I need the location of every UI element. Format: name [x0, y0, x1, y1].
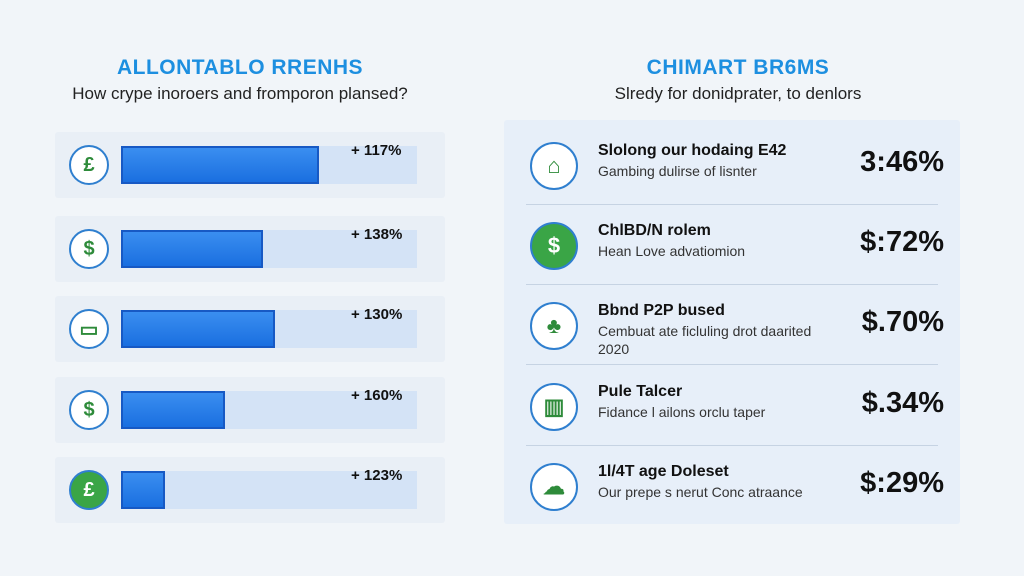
bar-row: £ + 123%: [55, 457, 445, 523]
divider: [526, 364, 938, 365]
bar: [121, 310, 275, 348]
money-stack-icon: £: [69, 145, 109, 185]
stat-title: Pule Talcer: [598, 383, 683, 400]
stat-value: $.34%: [861, 387, 944, 419]
stats-panel: ⌂ Slolong our hodaing E42 Gambing dulirse …: [504, 120, 960, 524]
bar-track: [121, 146, 417, 184]
bar-track: [121, 230, 417, 268]
bar-row: ▭ + 130%: [55, 296, 445, 362]
bar-value-label: + 160%: [351, 387, 403, 404]
growth-chart-icon: ▥: [530, 383, 578, 431]
stat-row: ⌂ Slolong our hodaing E42 Gambing dulirse …: [518, 132, 948, 202]
money-hand-icon: £: [69, 470, 109, 510]
stat-value: $:29%: [860, 467, 944, 499]
bar-value-label: + 138%: [351, 226, 403, 243]
bar-row: $ + 138%: [55, 216, 445, 282]
bar-row: £ + 117%: [55, 132, 445, 198]
bar: [121, 146, 319, 184]
bar-value-label: + 117%: [351, 142, 402, 159]
bar-track: [121, 391, 417, 429]
stat-description: Hean Love advatiomion: [598, 243, 746, 259]
divider: [526, 204, 938, 205]
left-panel-title: ALLONTABLO RRENHS: [116, 56, 364, 79]
bar: [121, 230, 263, 268]
plant-icon: ♣: [530, 302, 578, 350]
bar-row: $ + 160%: [55, 377, 445, 443]
stat-row: ♣ Bbnd P2P bused Cembuat ate ficluling dro…: [518, 292, 948, 362]
stat-title: 1l/4T age Doleset: [598, 463, 729, 480]
money-bag-icon: $: [530, 222, 578, 270]
cloud-coins-icon: ☁: [530, 463, 578, 511]
dollar-icon: $: [69, 229, 109, 269]
stat-title: Slolong our hodaing E42: [598, 142, 787, 159]
bar-track: [121, 471, 417, 509]
divider: [526, 445, 938, 446]
cash-note-icon: ▭: [69, 309, 109, 349]
stat-row: $ ChlBD/N rolem Hean Love advatiomion $:72%: [518, 212, 948, 282]
stat-title: Bbnd P2P bused: [598, 302, 725, 319]
bar-track: [121, 310, 417, 348]
divider: [526, 284, 938, 285]
stat-row: ▥ Pule Talcer Fidance l ailons orclu taper…: [518, 373, 948, 443]
bank-icon: ⌂: [530, 142, 578, 190]
stat-value: 3:46%: [860, 146, 944, 178]
stat-description: Our prepe s nerut Conc atraance: [598, 484, 803, 500]
stat-value: $.70%: [861, 306, 944, 338]
dollar-icon: $: [69, 390, 109, 430]
bar-value-label: + 123%: [351, 467, 403, 484]
stat-row: ☁ 1l/4T age Doleset Our prepe s nerut Conc…: [518, 453, 948, 523]
left-panel-subtitle: How crype inoroers and fromporon plansed…: [72, 84, 408, 103]
bar: [121, 471, 165, 509]
stat-value: $:72%: [860, 226, 944, 258]
bar-value-label: + 130%: [351, 306, 403, 323]
stat-title: ChlBD/N rolem: [598, 222, 711, 239]
right-panel-subtitle: Slredy for donidprater, to denlors: [614, 84, 862, 103]
right-panel-title: CHIMART BR6MS: [646, 56, 830, 79]
stat-description: Gambing dulirse of lisnter: [598, 163, 757, 179]
stat-description: Cembuat ate ficluling drot daarited 2020: [598, 323, 812, 357]
stat-description: Fidance l ailons orclu taper: [598, 404, 766, 420]
bar: [121, 391, 225, 429]
